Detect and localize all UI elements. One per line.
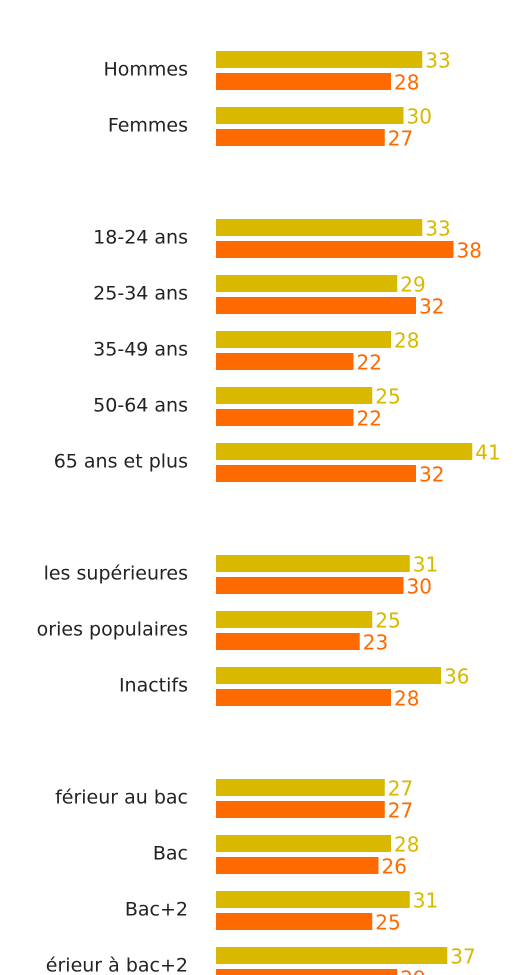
bar <box>216 129 385 146</box>
value-label: 31 <box>413 889 438 913</box>
value-label: 32 <box>419 295 444 319</box>
category-label: érieur à bac+2 <box>46 955 188 975</box>
category-label: 50-64 ans <box>93 395 188 417</box>
value-label: 29 <box>400 273 425 297</box>
value-label: 25 <box>375 609 400 633</box>
value-label: 28 <box>394 71 419 95</box>
value-label: 30 <box>407 105 432 129</box>
value-label: 27 <box>388 777 413 801</box>
value-label: 36 <box>444 665 469 689</box>
category-label: Bac <box>153 843 188 865</box>
bar <box>216 555 410 572</box>
category-label: Femmes <box>108 115 188 137</box>
value-label: 28 <box>394 687 419 711</box>
bar <box>216 73 391 90</box>
bar <box>216 219 423 236</box>
value-label: 26 <box>382 855 407 879</box>
value-label: 33 <box>425 217 450 241</box>
bar <box>216 275 398 292</box>
bar <box>216 969 398 975</box>
value-label: 27 <box>388 799 413 823</box>
value-label: 32 <box>419 463 444 487</box>
value-label: 25 <box>375 385 400 409</box>
category-label: 18-24 ans <box>93 227 188 249</box>
bar <box>216 387 373 404</box>
category-label: 35-49 ans <box>93 339 188 361</box>
category-label: férieur au bac <box>55 787 188 809</box>
bar <box>216 51 423 68</box>
value-label: 33 <box>425 49 450 73</box>
value-label: 25 <box>375 911 400 935</box>
value-label: 27 <box>388 127 413 151</box>
bar <box>216 297 416 314</box>
bar <box>216 409 354 426</box>
category-label: Inactifs <box>119 675 188 697</box>
value-label: 37 <box>450 945 475 969</box>
value-label: 28 <box>394 833 419 857</box>
bar <box>216 443 473 460</box>
category-label: Bac+2 <box>125 899 188 921</box>
value-label: 29 <box>400 967 425 975</box>
category-label: 25-34 ans <box>93 283 188 305</box>
bar <box>216 465 416 482</box>
category-label: les supérieures <box>44 563 188 585</box>
bar <box>216 107 404 124</box>
bar <box>216 835 391 852</box>
category-label: ories populaires <box>37 619 188 641</box>
bar <box>216 689 391 706</box>
value-label: 31 <box>413 553 438 577</box>
category-label: Hommes <box>103 59 188 81</box>
value-label: 28 <box>394 329 419 353</box>
bar <box>216 577 404 594</box>
bar <box>216 779 385 796</box>
bar <box>216 801 385 818</box>
bar <box>216 633 360 650</box>
bar <box>216 611 373 628</box>
bar <box>216 331 391 348</box>
bar <box>216 353 354 370</box>
value-label: 38 <box>457 239 482 263</box>
value-label: 30 <box>407 575 432 599</box>
value-label: 41 <box>475 441 500 465</box>
bar <box>216 241 454 258</box>
value-label: 22 <box>357 407 382 431</box>
bar <box>216 667 441 684</box>
bar <box>216 913 373 930</box>
bar <box>216 947 448 964</box>
bar <box>216 857 379 874</box>
value-label: 23 <box>363 631 388 655</box>
bar <box>216 891 410 908</box>
value-label: 22 <box>357 351 382 375</box>
category-label: 65 ans et plus <box>54 451 188 473</box>
